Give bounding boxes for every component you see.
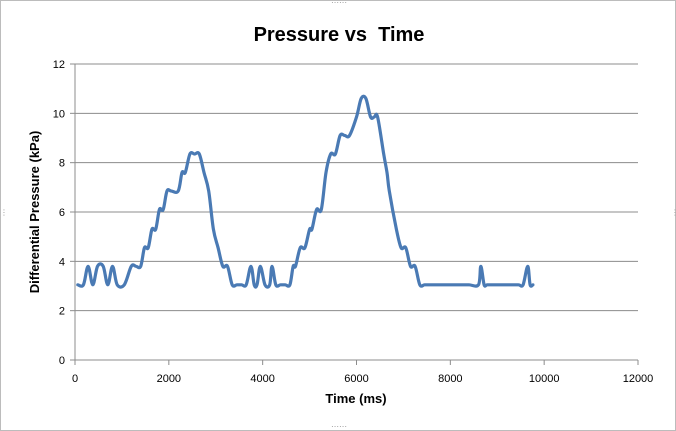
y-tick-label: 12 [53, 59, 65, 71]
x-axis-title: Time (ms) [325, 391, 386, 406]
x-tick-label: 8000 [438, 373, 462, 385]
x-tick-label: 12000 [623, 373, 654, 385]
y-tick-label: 0 [59, 355, 65, 367]
gridlines [75, 63, 638, 312]
resize-handle-bottom-icon[interactable]: ⋯⋯ [331, 422, 347, 431]
series-line [76, 94, 535, 289]
y-tick-label: 8 [59, 158, 65, 170]
y-tick-label: 2 [59, 306, 65, 318]
resize-handle-right-icon[interactable]: ⋮ [671, 208, 676, 217]
x-tick-label: 10000 [529, 373, 560, 385]
series-group [76, 94, 535, 289]
x-tick-label: 2000 [157, 373, 181, 385]
resize-handle-top-icon[interactable]: ⋯⋯ [331, 0, 347, 7]
resize-handle-left-icon[interactable]: ⋮ [0, 208, 8, 217]
y-tick-label: 6 [59, 207, 65, 219]
x-tick-label: 4000 [250, 373, 274, 385]
y-tick-label: 4 [59, 256, 65, 268]
tick-labels: 0 2 4 6 8 10 12 0 2000 4000 6000 8000 10000 12000 [53, 59, 654, 385]
chart-title: Pressure vs Time [254, 24, 425, 46]
y-axis-title: Differential Pressure (kPa) [27, 131, 42, 294]
y-tick-label: 10 [53, 108, 65, 120]
x-tick-label: 0 [72, 373, 78, 385]
x-tick-label: 6000 [344, 373, 368, 385]
axes [70, 63, 639, 365]
